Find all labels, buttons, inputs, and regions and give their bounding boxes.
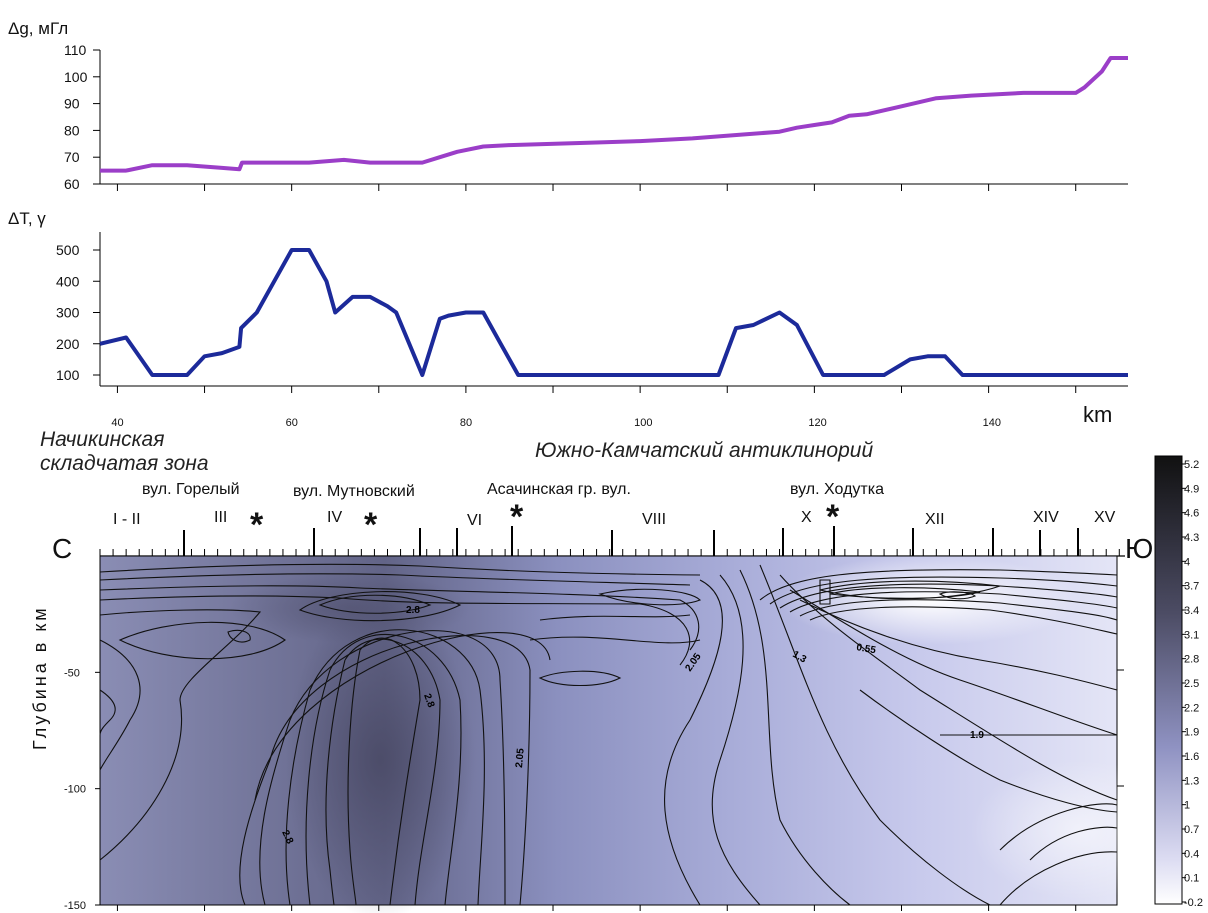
magnetic-ytick-label: 100 (56, 367, 80, 383)
volcano-marker-gorely: * (250, 506, 264, 544)
colorbar-tick-label: 0.1 (1184, 873, 1199, 885)
contour-label: 0.55 (855, 642, 877, 656)
profile-number: III (214, 509, 227, 526)
gravity-ytick-label: 90 (64, 96, 80, 112)
colorbar-tick-label: 3.1 (1184, 629, 1199, 641)
volcano-label-khodutka: вул. Ходутка (790, 481, 884, 498)
depth-ytick-label: -100 (64, 784, 86, 796)
volcano-marker-khodutka: * (826, 498, 840, 536)
contour-label: 2.8 (279, 829, 295, 847)
profile-number: I - II (113, 511, 141, 528)
colorbar-tick-label: -0.2 (1184, 897, 1203, 909)
colorbar-tick-label: 2.2 (1184, 702, 1199, 714)
gravity-panel: Δg, мГл 110 100 90 80 70 60 (8, 19, 1128, 192)
x-unit-label: km (1083, 402, 1112, 427)
colorbar-tick-label: 3.7 (1184, 581, 1199, 593)
colorbar-tick-label: 2.8 (1184, 654, 1199, 666)
magnetic-xtick-label: 100 (634, 417, 652, 429)
magnetic-xtick-label: 60 (286, 417, 298, 429)
magnetic-ytick-label: 200 (56, 336, 80, 352)
direction-north: С (52, 533, 72, 564)
depth-axis: Глубина в км -50 -100 -150 (30, 605, 1077, 912)
magnetic-ytick-label: 500 (56, 242, 80, 258)
depth-ytick-label: -150 (64, 900, 86, 912)
magnetic-ytick-label: 400 (56, 273, 80, 289)
volcano-marker-mutnovsky: * (364, 506, 378, 544)
depth-section: 2.8 2.05 1.3 0.55 2.8 2.05 1.9 2.8 (99, 555, 1190, 913)
gravity-ytick-label: 70 (64, 149, 80, 165)
profile-numbers: I - II III IV VI VIII X XII XIV XV (113, 509, 1116, 529)
gravity-ytick-label: 80 (64, 122, 80, 138)
volcano-label-asacha: Асачинская гр. вул. (487, 481, 631, 498)
profile-number: VIII (642, 511, 666, 528)
magnetic-ylabel: ΔT, γ (8, 209, 46, 228)
colorbar-tick-label: 1.3 (1184, 775, 1199, 787)
colorbar-tick-label: 2.5 (1184, 678, 1199, 690)
zone-label-center: Южно-Камчатский антиклинорий (535, 439, 873, 462)
gravity-ylabel: Δg, мГл (8, 19, 68, 38)
contour-label: 1.9 (970, 730, 984, 741)
colorbar-tick-label: 4.9 (1184, 483, 1199, 495)
colorbar-tick-label: 1 (1184, 800, 1190, 812)
colorbar-tick-label: 1.6 (1184, 751, 1199, 763)
colorbar-tick-label: 4.3 (1184, 532, 1199, 544)
contour-lines (99, 563, 1118, 906)
colorbar-tick-label: 4.6 (1184, 508, 1199, 520)
colorbar-tick-label: 0.4 (1184, 848, 1199, 860)
volcano-label-gorely: вул. Горелый (142, 481, 240, 498)
colorbar-tick-label: 4 (1184, 556, 1190, 568)
magnetic-panel: ΔT, γ 500 400 300 200 100 40 60 80 100 120 140 km (8, 209, 1128, 429)
magnetic-xtick-label: 80 (460, 417, 472, 429)
profile-number: IV (327, 509, 342, 526)
colorbar-tick-label: 5.2 (1184, 459, 1199, 471)
gravity-series-line (100, 56, 1128, 173)
profile-number: VI (467, 512, 482, 529)
zone-label-left-1: Начикинская (40, 428, 164, 451)
depth-ytick-label: -50 (64, 667, 80, 679)
magnetic-ytick-label: 300 (56, 305, 80, 321)
depth-ylabel: Глубина в км (30, 605, 50, 750)
gravity-ytick-label: 100 (64, 69, 88, 85)
magnetic-xtick-label: 120 (808, 417, 826, 429)
colorbar-tick-label: 0.7 (1184, 824, 1199, 836)
volcano-marker-asacha: * (510, 498, 524, 536)
gravity-ytick-label: 60 (64, 176, 80, 192)
profile-number: XII (925, 511, 945, 528)
gravity-ytick-label: 110 (64, 42, 87, 58)
volcano-label-mutnovsky: вул. Мутновский (293, 483, 415, 500)
colorbar: 5.2 4.9 4.6 4.3 4 3.7 3.4 3.1 2.8 2.5 2.2 1.9 1.6 1.3… (1154, 455, 1203, 909)
magnetic-xtick-label: 140 (983, 417, 1001, 429)
zone-label-left-2: складчатая зона (40, 452, 209, 475)
colorbar-tick-label: 1.9 (1184, 727, 1199, 739)
profile-number: XIV (1033, 509, 1059, 526)
profile-number: XV (1094, 509, 1116, 526)
profile-number: X (801, 509, 812, 526)
magnetic-xtick-label: 40 (111, 417, 123, 429)
magnetic-series-line (99, 248, 1128, 377)
contour-label: 2.8 (406, 605, 420, 616)
colorbar-tick-label: 3.4 (1184, 605, 1199, 617)
direction-south: Ю (1125, 533, 1153, 564)
contour-label: 2.05 (514, 747, 527, 768)
contour-label: 2.8 (421, 692, 436, 709)
